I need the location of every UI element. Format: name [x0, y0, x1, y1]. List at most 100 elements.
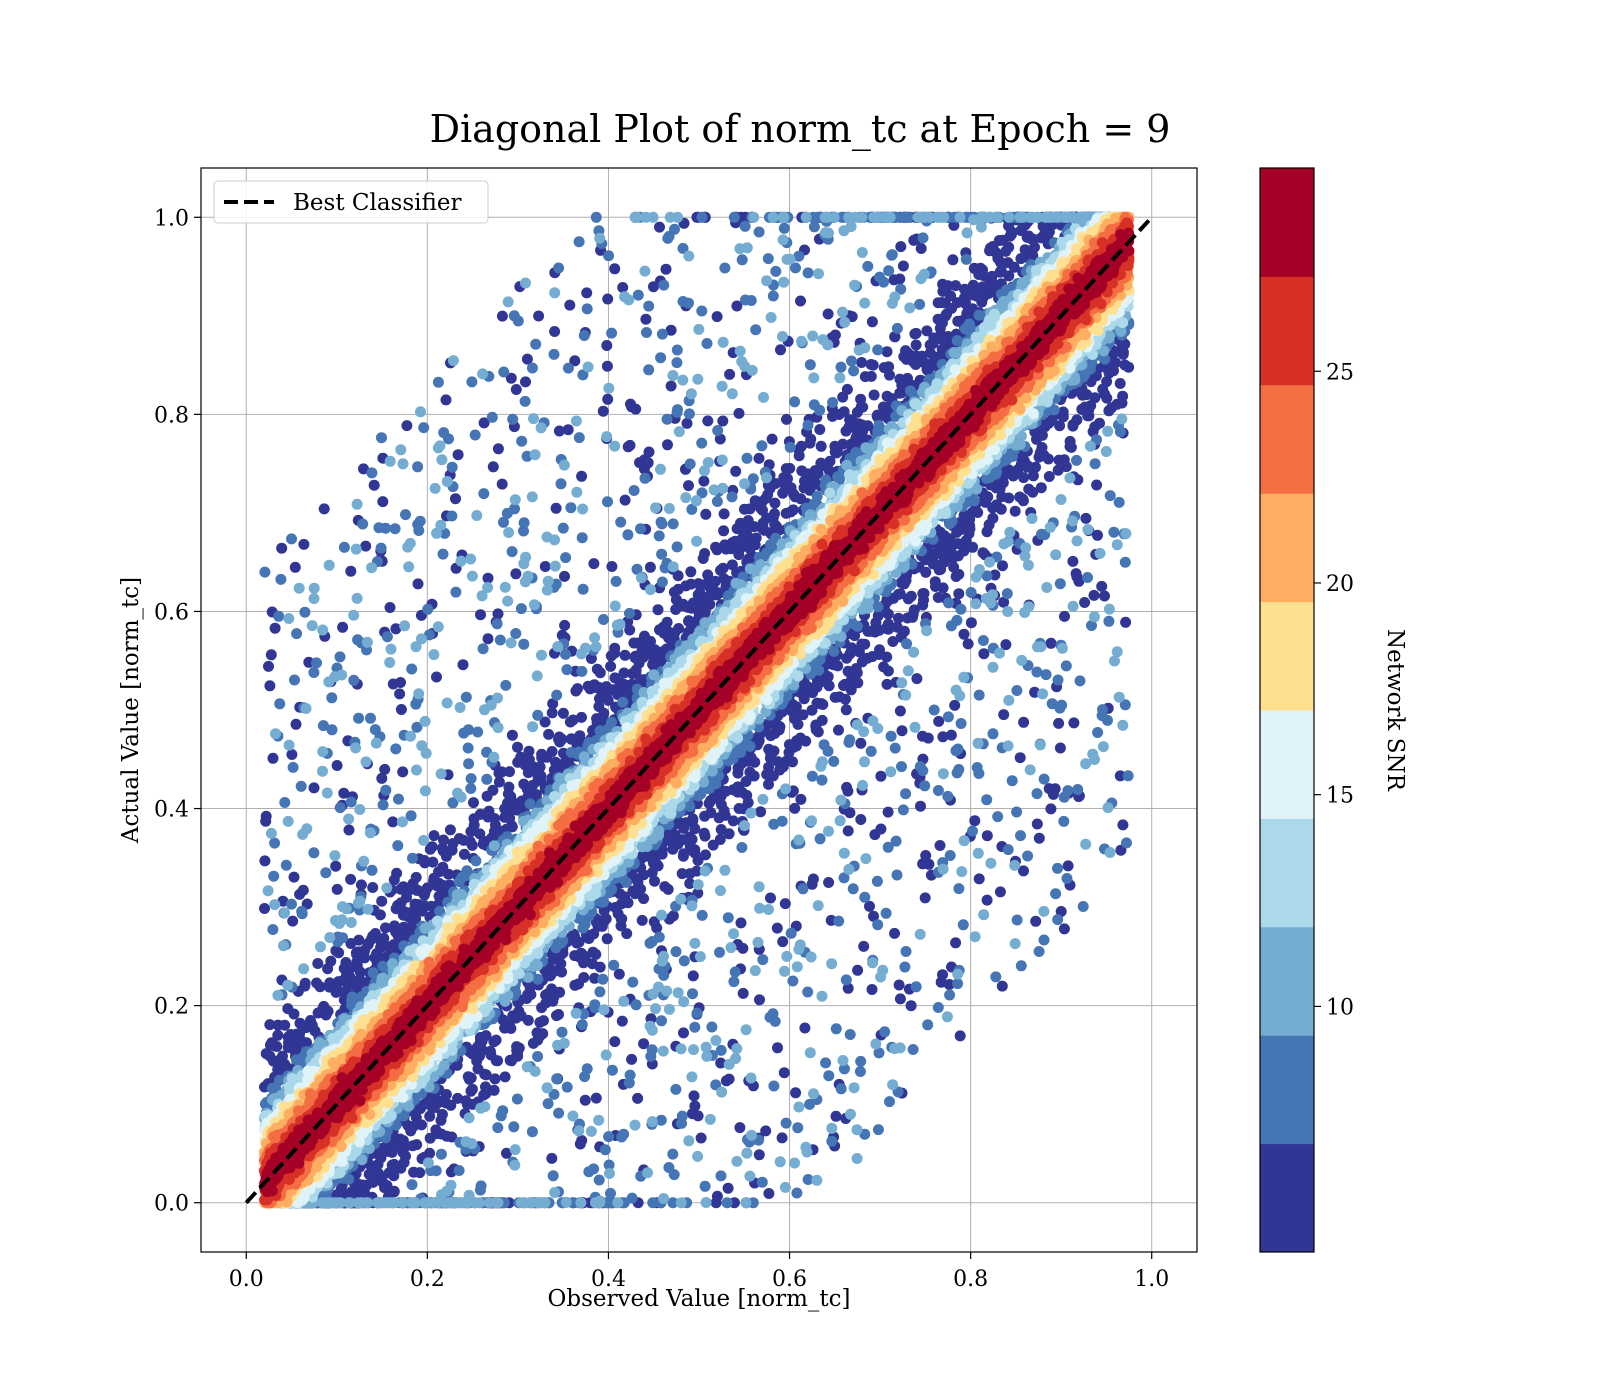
scatter-point: [527, 1126, 538, 1137]
scatter-point: [852, 965, 863, 976]
scatter-point: [504, 766, 515, 777]
scatter-point: [574, 236, 585, 247]
scatter-point: [771, 521, 782, 532]
scatter-point: [650, 502, 661, 513]
scatter-point: [992, 811, 1003, 822]
scatter-point: [418, 422, 429, 433]
scatter-point: [1119, 360, 1130, 371]
scatter-point: [952, 978, 963, 989]
scatter-point: [955, 212, 966, 223]
scatter-point: [689, 938, 700, 949]
scatter-point: [671, 357, 682, 368]
scatter-point: [308, 667, 319, 678]
scatter-point: [968, 280, 979, 291]
scatter-point: [879, 1026, 890, 1037]
scatter-point: [988, 662, 999, 673]
scatter-point: [283, 613, 294, 624]
scatter-point: [689, 823, 700, 834]
scatter-point: [1050, 888, 1061, 899]
scatter-point: [410, 699, 421, 710]
scatter-point: [919, 588, 930, 599]
scatter-point: [890, 743, 901, 754]
scatter-point: [813, 726, 824, 737]
scatter-point: [919, 780, 930, 791]
scatter-point: [826, 1136, 837, 1147]
scatter-point: [510, 494, 521, 505]
scatter-point: [757, 1177, 768, 1188]
scatter-point: [296, 906, 307, 917]
scatter-point: [917, 858, 928, 869]
scatter-point: [500, 582, 511, 593]
scatter-point: [537, 1028, 548, 1039]
scatter-point: [606, 561, 617, 572]
scatter-point: [578, 957, 589, 968]
scatter-point: [803, 267, 814, 278]
scatter-point: [802, 987, 813, 998]
scatter-point: [699, 548, 710, 559]
scatter-point: [1041, 582, 1052, 593]
scatter-point: [1003, 242, 1014, 253]
scatter-point: [793, 835, 804, 846]
scatter-point: [279, 907, 290, 918]
scatter-point: [731, 578, 742, 589]
scatter-point: [677, 375, 688, 386]
scatter-point: [839, 406, 850, 417]
scatter-point: [350, 742, 361, 753]
scatter-point: [571, 416, 582, 427]
scatter-point: [911, 340, 922, 351]
scatter-point: [997, 981, 1008, 992]
scatter-point: [754, 881, 765, 892]
scatter-point: [609, 441, 620, 452]
scatter-point: [1023, 560, 1034, 571]
scatter-point: [1025, 764, 1036, 775]
scatter-point: [654, 530, 665, 541]
scatter-point: [363, 938, 374, 949]
scatter-point: [875, 771, 886, 782]
scatter-point: [716, 1170, 727, 1181]
scatter-point: [395, 677, 406, 688]
scatter-point: [990, 247, 1001, 258]
scatter-point: [1045, 803, 1056, 814]
scatter-point: [325, 956, 336, 967]
scatter-point: [337, 932, 348, 943]
scatter-point: [795, 794, 806, 805]
scatter-point: [264, 680, 275, 691]
scatter-point: [841, 974, 852, 985]
scatter-point: [270, 623, 281, 634]
scatter-point: [723, 1183, 734, 1194]
scatter-point: [368, 967, 379, 978]
scatter-point: [358, 856, 369, 867]
scatter-point: [841, 426, 852, 437]
scatter-point: [394, 688, 405, 699]
scatter-point: [324, 932, 335, 943]
scatter-point: [823, 1070, 834, 1081]
scatter-point: [425, 844, 436, 855]
scatter-point: [286, 533, 297, 544]
scatter-point: [738, 988, 749, 999]
scatter-point: [437, 862, 448, 873]
scatter-point: [856, 402, 867, 413]
scatter-point: [938, 864, 949, 875]
scatter-point: [859, 298, 870, 309]
scatter-point: [675, 894, 686, 905]
scatter-point: [274, 698, 285, 709]
scatter-point: [786, 928, 797, 939]
scatter-point: [406, 664, 417, 675]
scatter-point: [275, 574, 286, 585]
scatter-point: [380, 785, 391, 796]
scatter-point: [967, 826, 978, 837]
scatter-point: [896, 761, 907, 772]
scatter-point: [656, 517, 667, 528]
scatter-point: [610, 601, 621, 612]
scatter-point: [1120, 617, 1131, 628]
scatter-point: [971, 572, 982, 583]
scatter-point: [633, 290, 644, 301]
scatter-point: [401, 420, 412, 431]
scatter-point: [953, 883, 964, 894]
scatter-point: [899, 962, 910, 973]
scatter-point: [630, 651, 641, 662]
scatter-point: [548, 1170, 559, 1181]
scatter-point: [751, 533, 762, 544]
scatter-point: [498, 367, 509, 378]
scatter-point: [969, 263, 980, 274]
